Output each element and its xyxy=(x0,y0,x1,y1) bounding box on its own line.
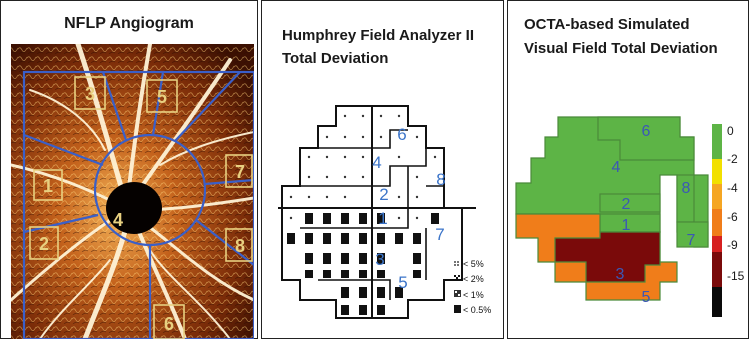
octa-sectors xyxy=(515,116,709,301)
sector-divider-5 xyxy=(195,219,254,266)
octa-sector-label-7: 7 xyxy=(687,232,696,249)
octa-colorbar: 0 -2 -4 -6 -9 -15 xyxy=(712,124,745,317)
optic-disc xyxy=(106,182,162,234)
octa-sector-labels: 1 2 3 4 5 6 7 8 xyxy=(612,123,696,306)
sector-divider-1 xyxy=(101,71,128,141)
sector-divider-4 xyxy=(204,178,254,186)
octa-panel: OCTA-based Simulated Visual Field Total … xyxy=(507,0,749,339)
hfa-sector-label-6: 6 xyxy=(397,125,406,144)
octa-sector-label-8: 8 xyxy=(682,180,691,197)
sector-divider-2 xyxy=(151,71,165,136)
nflp-label-boxes xyxy=(29,76,253,339)
octa-sector-3 xyxy=(554,231,661,283)
sector-divider-8 xyxy=(23,133,104,167)
hfa-panel-frame xyxy=(261,0,504,339)
hfa-legend-item-dense: < 1% xyxy=(454,290,484,300)
hfa-sector-label-7: 7 xyxy=(435,225,444,244)
hfa-legend-item-dots: < 5% xyxy=(454,259,484,269)
hfa-sector-label-8: 8 xyxy=(436,170,445,189)
nflp-sector-labels: 1 2 3 4 5 6 7 8 xyxy=(39,84,245,334)
colorbar-label-5: -15 xyxy=(727,269,745,283)
octa-sector-label-1: 1 xyxy=(622,217,631,234)
octa-sector-label-4: 4 xyxy=(612,159,621,176)
colorbar-label-0: 0 xyxy=(727,124,734,138)
hfa-legend-label-dots: < 5% xyxy=(463,259,484,269)
nflp-sector-label-1: 1 xyxy=(43,176,53,196)
hfa-normal-points xyxy=(289,114,437,220)
hfa-legend-label-solid: < 0.5% xyxy=(463,305,491,315)
nflp-sector-label-4: 4 xyxy=(113,210,123,230)
hfa-sector-labels: 1 2 3 4 5 6 7 8 xyxy=(372,125,445,292)
colorbar-swatch-4 xyxy=(712,236,722,252)
nflp-title: NFLP Angiogram xyxy=(64,15,194,32)
nflp-title-bar xyxy=(1,1,257,41)
octa-sector-6 xyxy=(597,116,695,161)
hfa-sector-label-1: 1 xyxy=(378,209,387,228)
hfa-sector-label-5: 5 xyxy=(398,273,407,292)
sector-divider-3 xyxy=(174,71,241,142)
colorbar-labels: 0 -2 -4 -6 -9 -15 xyxy=(727,124,745,283)
hfa-legend-item-solid: < 0.5% xyxy=(454,305,491,315)
hfa-legend-label-dense: < 1% xyxy=(463,290,484,300)
octa-sector-label-6: 6 xyxy=(642,123,651,140)
colorbar-label-2: -4 xyxy=(727,181,738,195)
nflp-sector-label-2: 2 xyxy=(39,234,49,254)
nflp-sector-label-8: 8 xyxy=(235,236,245,256)
hfa-sector-borders xyxy=(300,129,444,300)
colorbar-label-4: -9 xyxy=(727,238,738,252)
hfa-legend-label-checker: < 2% xyxy=(463,274,484,284)
colorbar-swatch-2 xyxy=(712,184,722,209)
nflp-sector-label-5: 5 xyxy=(157,87,167,107)
octa-sector-label-3: 3 xyxy=(616,266,625,283)
hfa-title-line1: Humphrey Field Analyzer II xyxy=(282,27,474,44)
nflp-sector-grid xyxy=(22,70,254,339)
colorbar-swatch-3 xyxy=(712,209,722,236)
hfa-sector-label-3: 3 xyxy=(375,250,384,269)
hfa-defect-points xyxy=(287,213,439,315)
hfa-legend-item-checker: < 2% xyxy=(454,274,484,284)
hfa-panel: Humphrey Field Analyzer II Total Deviati… xyxy=(261,0,504,339)
nflp-sector-label-7: 7 xyxy=(235,162,245,182)
sector-divider-7 xyxy=(23,213,99,234)
nflp-sector-label-3: 3 xyxy=(85,84,95,104)
octa-sector-label-2: 2 xyxy=(622,196,631,213)
colorbar-swatch-0 xyxy=(712,124,722,159)
colorbar-swatch-5 xyxy=(712,252,722,287)
hfa-sector-label-2: 2 xyxy=(379,185,388,204)
octa-sector-7 xyxy=(676,221,709,248)
hfa-sector-label-4: 4 xyxy=(372,153,381,172)
octa-sector-2 xyxy=(599,193,661,213)
hfa-legend: < 5% < 2% < 1% < 0.5% xyxy=(454,259,491,315)
colorbar-label-3: -6 xyxy=(727,210,738,224)
octa-title-line1: OCTA-based Simulated xyxy=(524,16,690,33)
colorbar-swatch-1 xyxy=(712,159,722,184)
colorbar-label-1: -2 xyxy=(727,152,738,166)
hfa-title-line2: Total Deviation xyxy=(282,50,388,67)
nflp-image: 1 2 3 4 5 6 7 8 xyxy=(11,44,254,339)
colorbar-swatch-6 xyxy=(712,287,722,317)
octa-sector-label-5: 5 xyxy=(642,289,651,306)
nflp-panel: NFLP Angiogram xyxy=(0,0,258,339)
octa-title-line2: Visual Field Total Deviation xyxy=(524,40,718,57)
sector-outer-rect xyxy=(22,70,254,339)
nflp-sector-label-6: 6 xyxy=(164,314,174,334)
